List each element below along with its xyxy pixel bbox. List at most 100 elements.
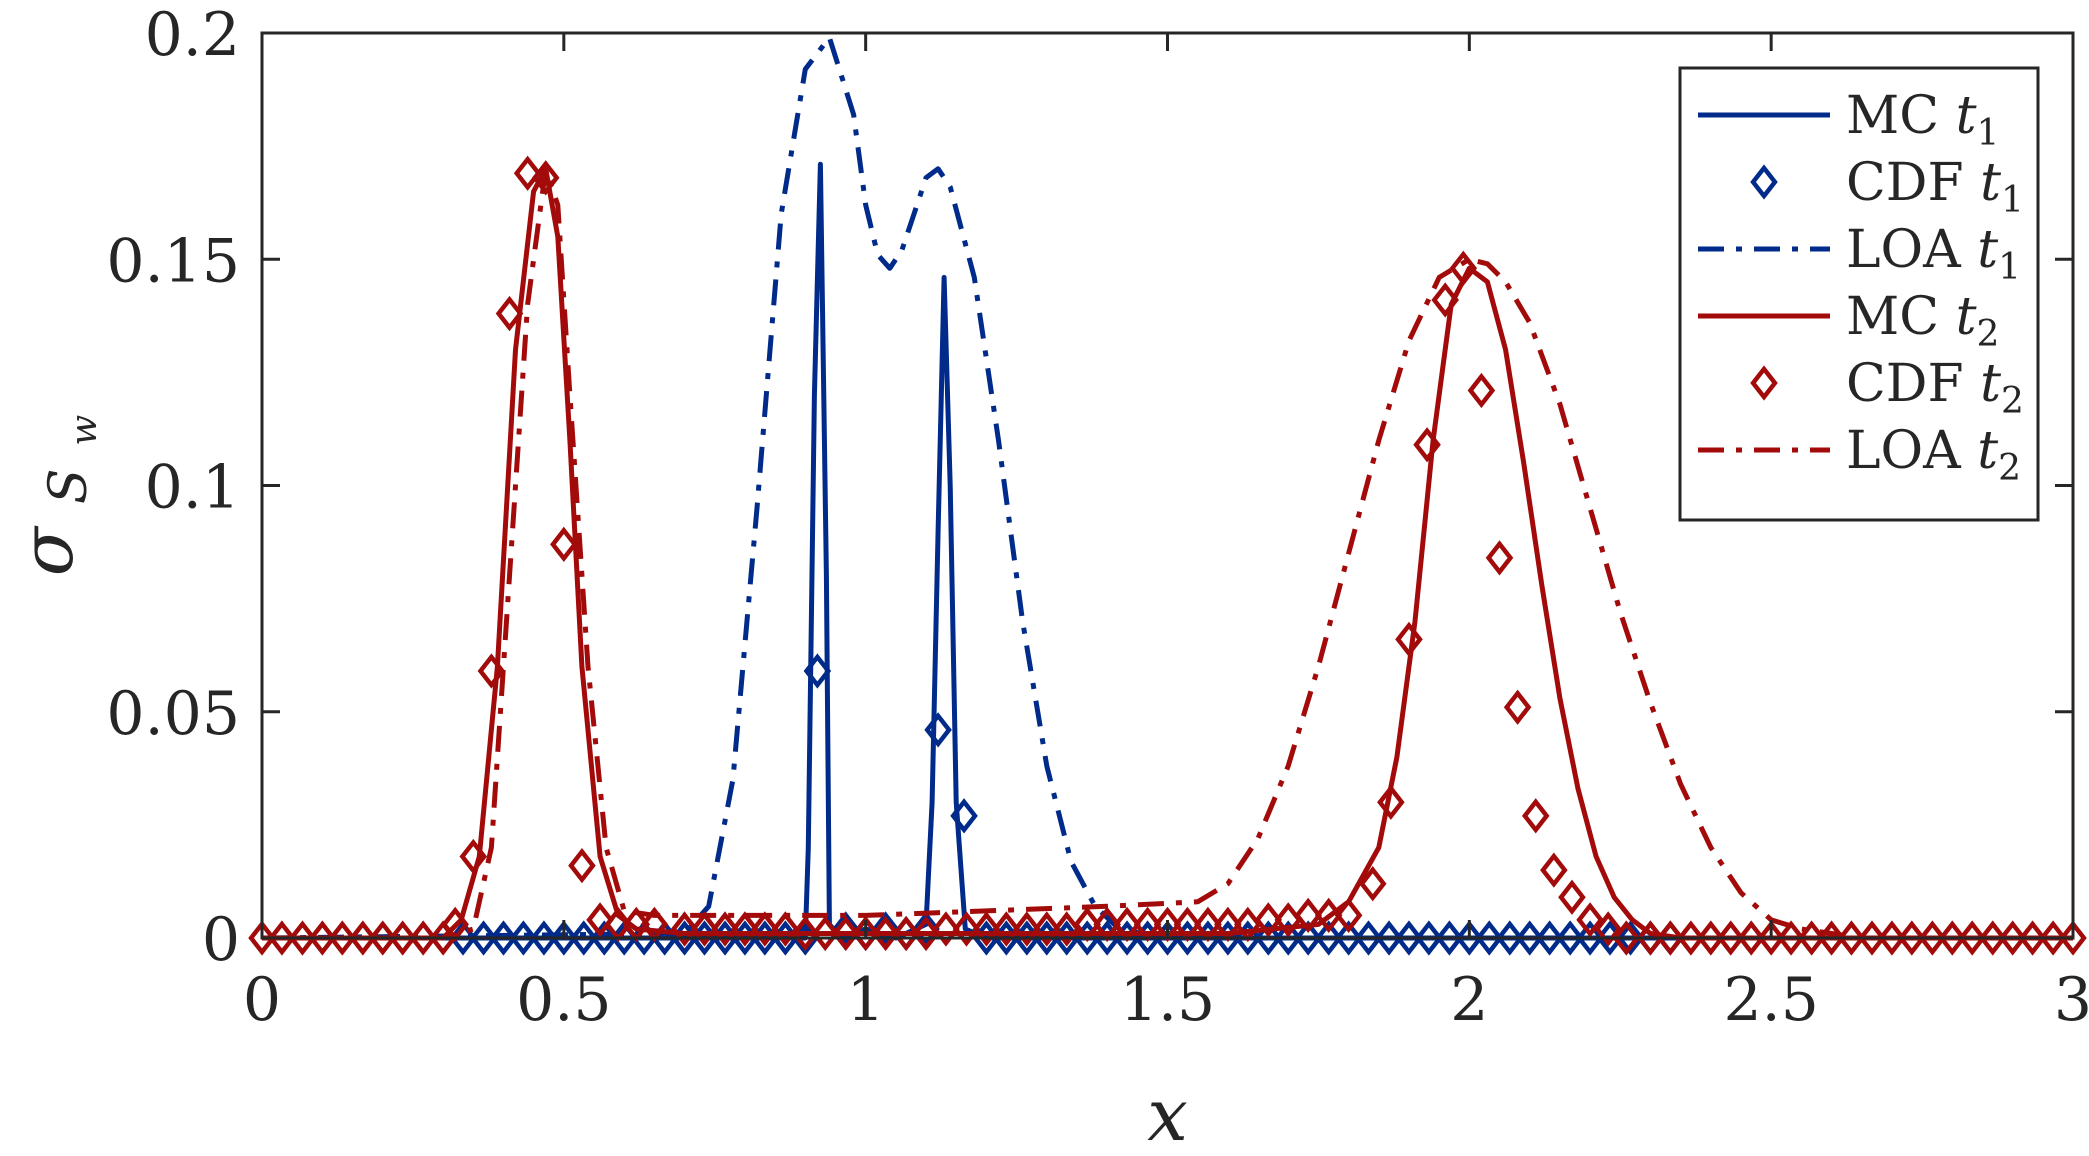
data-point <box>368 920 397 956</box>
data-point <box>1334 897 1363 934</box>
y-tick-label: 0.2 <box>145 0 240 70</box>
y-tick-label: 0.15 <box>106 226 240 296</box>
data-point <box>1858 920 1886 956</box>
data-point <box>771 911 800 947</box>
plot-series <box>248 35 2087 956</box>
data-point <box>1576 902 1604 938</box>
data-point <box>932 911 960 947</box>
data-point <box>1918 920 1947 956</box>
x-tick-label: 3 <box>2054 965 2089 1035</box>
data-point <box>892 915 920 952</box>
legend-item: CDF t2 <box>1750 354 2024 422</box>
data-point <box>1254 902 1283 938</box>
data-point <box>952 911 981 947</box>
data-point <box>1757 920 1785 956</box>
series-loa-t1 <box>261 35 2073 941</box>
data-point <box>871 911 900 947</box>
data-point <box>690 911 719 947</box>
data-point <box>1998 920 2027 956</box>
data-point <box>791 915 820 952</box>
x-tick-label: 1 <box>847 965 885 1035</box>
x-tick-label: 1.5 <box>1120 965 1215 1035</box>
data-point <box>1334 920 1363 956</box>
data-point <box>1636 920 1665 956</box>
data-point <box>1254 920 1283 956</box>
data-point <box>950 798 978 834</box>
data-point <box>388 920 417 956</box>
data-point <box>1612 920 1641 956</box>
data-point <box>1354 920 1383 956</box>
data-point <box>328 920 357 956</box>
data-point <box>811 915 839 952</box>
legend-label: LOA t2 <box>1846 421 2021 489</box>
data-point <box>670 911 699 947</box>
data-point <box>1656 920 1685 956</box>
data-point <box>1377 784 1405 820</box>
legend-box <box>1678 66 2040 522</box>
legend-label: LOA t1 <box>1846 220 2021 288</box>
data-point <box>349 920 377 956</box>
data-point <box>1697 920 1725 956</box>
series-line <box>262 166 2073 941</box>
data-point <box>1274 920 1303 956</box>
data-point <box>831 911 860 947</box>
data-point <box>569 920 598 956</box>
data-point <box>992 911 1021 947</box>
data-point <box>1938 920 1967 956</box>
data-point <box>1485 540 1514 576</box>
data-point <box>1540 852 1568 888</box>
data-point <box>1737 920 1766 956</box>
data-point <box>1616 920 1645 956</box>
data-point <box>586 902 614 938</box>
data-point <box>803 653 832 689</box>
data-point <box>1294 920 1322 956</box>
data-point <box>1958 920 1986 956</box>
data-point <box>1898 920 1926 956</box>
data-point <box>2018 920 2047 956</box>
data-point <box>2039 920 2067 956</box>
legend-marker <box>1750 164 1778 200</box>
data-point <box>871 915 900 952</box>
data-point <box>459 838 488 875</box>
data-point <box>1677 920 1705 956</box>
legend-item: LOA t1 <box>1698 220 2021 288</box>
y-axis-label-symbol: σ <box>5 525 89 576</box>
legend-label: MC t1 <box>1846 86 1999 154</box>
data-point <box>1777 920 1805 956</box>
data-point <box>568 847 596 884</box>
data-point <box>1395 621 1423 658</box>
data-point <box>731 911 759 947</box>
data-point <box>924 712 952 748</box>
x-tick-label: 0 <box>243 965 281 1035</box>
y-axis-label: σ S w <box>5 415 105 577</box>
legend-label: MC t2 <box>1846 287 1999 355</box>
y-tick-label: 0.1 <box>145 453 240 523</box>
legend-label: CDF t2 <box>1846 354 2024 422</box>
data-point <box>1314 897 1343 934</box>
data-point <box>1431 282 1459 318</box>
data-point <box>513 155 542 191</box>
data-point <box>248 920 276 956</box>
data-point <box>531 160 560 196</box>
data-point <box>1415 920 1443 956</box>
data-point <box>1314 920 1343 956</box>
y-axis-label-sub: S <box>39 469 99 505</box>
legend-item: CDF t1 <box>1750 153 2024 221</box>
data-point <box>1558 879 1586 915</box>
y-axis-label-subsub: w <box>64 415 105 446</box>
data-point <box>1515 920 1544 956</box>
data-point <box>1395 920 1423 956</box>
data-point <box>477 653 506 689</box>
data-point <box>1521 798 1550 834</box>
x-tick-label: 2 <box>1450 965 1488 1035</box>
data-point <box>831 915 860 952</box>
data-point <box>2059 920 2087 956</box>
data-point <box>308 920 337 956</box>
series-loa-t2 <box>262 166 2073 941</box>
data-point <box>1475 920 1504 956</box>
y-tick-label: 0.05 <box>106 679 240 749</box>
data-point <box>1594 911 1622 947</box>
